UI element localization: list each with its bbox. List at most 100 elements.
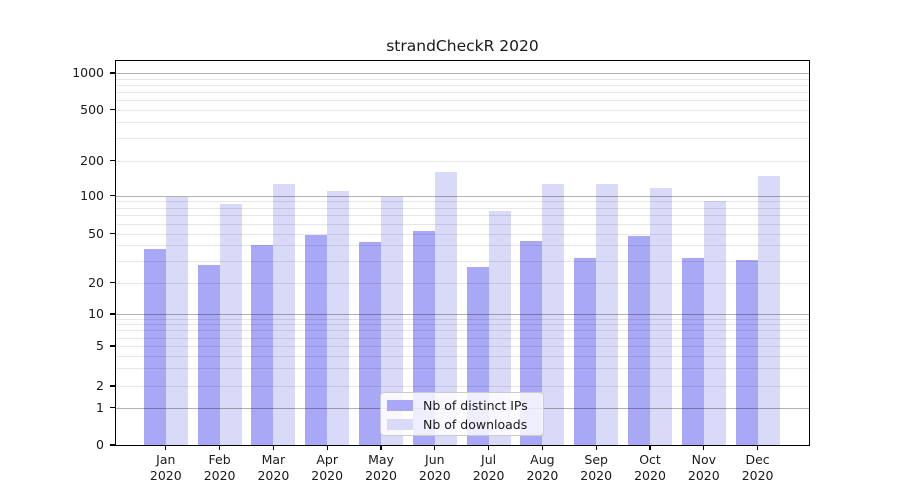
y-tick-mark-1 xyxy=(110,406,115,409)
y-tick-mark-2 xyxy=(110,385,115,387)
bar-downloads-aug xyxy=(542,184,565,446)
bar-ips-nov xyxy=(681,257,704,446)
x-tick-label-jul: Jul 2020 xyxy=(472,452,505,483)
y-tick-label-1: 1 xyxy=(96,399,104,415)
gridline-minor-7 xyxy=(115,330,810,332)
gridline-minor-5 xyxy=(115,346,810,347)
plot-area xyxy=(115,60,810,446)
y-tick-label-200: 200 xyxy=(80,152,104,168)
y-tick-label-100: 100 xyxy=(80,187,104,203)
legend: Nb of distinct IPs Nb of downloads xyxy=(380,392,544,436)
bar-downloads-jun xyxy=(434,171,457,446)
gridline-minor-400 xyxy=(115,121,810,123)
gridline-minor-300 xyxy=(115,137,810,139)
x-tick-label-mar: Mar 2020 xyxy=(257,452,290,483)
y-tick-label-10: 10 xyxy=(88,306,104,321)
bar-downloads-sep xyxy=(596,184,619,446)
y-tick-mark-500 xyxy=(110,108,115,111)
gridline-minor-50 xyxy=(115,233,810,235)
x-tick-mark-apr xyxy=(326,446,328,450)
x-tick-mark-nov xyxy=(703,446,705,450)
y-tick-mark-1000 xyxy=(110,72,115,74)
gridline-major-10 xyxy=(115,314,810,315)
y-tick-label-500: 500 xyxy=(80,101,104,117)
chart-title: strandCheckR 2020 xyxy=(386,37,539,55)
bar-ips-apr xyxy=(305,235,328,446)
x-tick-label-jun: Jun 2020 xyxy=(418,452,451,483)
bar-downloads-feb xyxy=(219,203,242,446)
x-tick-label-aug: Aug 2020 xyxy=(526,452,559,483)
gridline-minor-30 xyxy=(115,260,810,262)
gridline-minor-40 xyxy=(115,245,810,247)
legend-swatch-ips xyxy=(387,400,413,411)
x-tick-mark-aug xyxy=(541,446,543,450)
x-tick-label-sep: Sep 2020 xyxy=(580,452,613,483)
gridline-minor-9 xyxy=(115,318,810,320)
gridline-minor-500 xyxy=(115,109,810,111)
y-tick-label-0: 0 xyxy=(96,437,104,452)
gridline-minor-700 xyxy=(115,91,810,93)
x-tick-label-feb: Feb 2020 xyxy=(203,452,236,483)
x-tick-mark-jul xyxy=(488,446,490,450)
gridline-minor-900 xyxy=(115,78,810,80)
bar-downloads-nov xyxy=(703,201,726,446)
bar-downloads-dec xyxy=(757,175,780,446)
x-tick-mark-sep xyxy=(595,446,597,450)
y-tick-mark-5 xyxy=(110,345,115,347)
bar-downloads-oct xyxy=(650,187,672,446)
x-tick-label-oct: Oct 2020 xyxy=(634,452,666,483)
x-tick-mark-jun xyxy=(434,446,436,450)
x-tick-label-nov: Nov 2020 xyxy=(687,452,720,483)
gridline-minor-3 xyxy=(115,368,810,370)
bar-ips-feb xyxy=(197,265,220,446)
gridline-minor-20 xyxy=(115,282,810,284)
x-tick-label-apr: Apr 2020 xyxy=(311,452,344,483)
gridline-minor-90 xyxy=(115,201,810,203)
y-tick-label-2: 2 xyxy=(96,378,104,393)
y-tick-label-20: 20 xyxy=(88,274,104,290)
bar-ips-oct xyxy=(628,236,650,446)
y-tick-mark-0 xyxy=(110,444,115,446)
x-tick-mark-mar xyxy=(272,446,274,450)
bar-downloads-apr xyxy=(327,191,350,446)
legend-label-ips: Nb of distinct IPs xyxy=(423,398,528,413)
y-tick-label-5: 5 xyxy=(96,338,104,353)
gridline-minor-6 xyxy=(115,337,810,339)
bar-downloads-jul xyxy=(488,211,511,446)
y-tick-label-1000: 1000 xyxy=(72,65,104,80)
y-tick-mark-20 xyxy=(110,281,115,284)
bar-ips-dec xyxy=(735,259,758,446)
gridline-major-1000 xyxy=(115,73,810,74)
bar-ips-jan xyxy=(143,248,166,446)
gridline-minor-2 xyxy=(115,386,810,387)
legend-item-downloads: Nb of downloads xyxy=(387,415,537,434)
bar-downloads-mar xyxy=(273,183,296,446)
bar-ips-sep xyxy=(574,257,597,446)
y-tick-label-50: 50 xyxy=(88,225,104,241)
x-tick-mark-feb xyxy=(219,446,221,450)
gridline-major-100 xyxy=(115,195,810,197)
gridline-minor-800 xyxy=(115,84,810,86)
x-tick-mark-jan xyxy=(165,446,167,450)
gridline-minor-600 xyxy=(115,99,810,101)
legend-swatch-downloads xyxy=(387,419,413,430)
y-tick-mark-50 xyxy=(110,232,115,235)
bar-downloads-may xyxy=(381,197,403,446)
gridline-minor-60 xyxy=(115,223,810,225)
y-tick-mark-200 xyxy=(110,159,115,162)
x-tick-mark-dec xyxy=(757,446,759,450)
gridline-minor-80 xyxy=(115,207,810,209)
legend-item-distinct-ips: Nb of distinct IPs xyxy=(387,396,537,415)
x-tick-label-may: May 2020 xyxy=(365,452,397,483)
gridline-minor-4 xyxy=(115,355,810,357)
x-tick-mark-oct xyxy=(649,446,651,450)
bar-ips-mar xyxy=(251,244,274,446)
gridline-minor-8 xyxy=(115,324,810,326)
y-tick-mark-10 xyxy=(110,313,115,315)
bar-ips-may xyxy=(359,242,381,446)
gridline-minor-200 xyxy=(115,160,810,162)
x-tick-label-jan: Jan 2020 xyxy=(149,452,182,483)
gridline-minor-70 xyxy=(115,215,810,217)
bar-downloads-jan xyxy=(165,197,188,446)
